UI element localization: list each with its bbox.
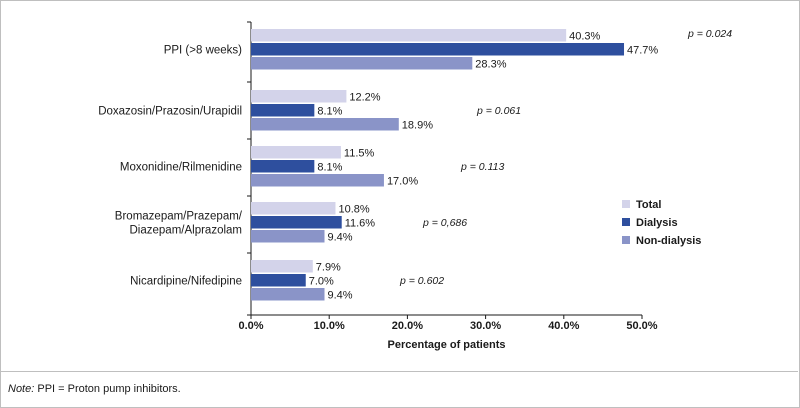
x-tick-label: 30.0% <box>470 320 501 332</box>
x-tick-label: 0.0% <box>238 320 263 332</box>
data-label: 7.0% <box>309 276 334 288</box>
data-label: 7.9% <box>316 262 341 274</box>
data-label: 40.3% <box>569 31 600 43</box>
x-axis-title: Percentage of patients <box>388 339 506 351</box>
data-label: 11.6% <box>345 218 376 230</box>
data-label: 10.8% <box>338 204 369 216</box>
category-label: Bromazepam/Prazepam/ <box>115 210 243 222</box>
data-label: 28.3% <box>475 59 506 71</box>
legend-swatch <box>622 200 630 208</box>
bar-dialysis <box>251 160 315 173</box>
data-label: 11.5% <box>344 148 375 160</box>
data-label: 8.1% <box>317 162 342 174</box>
bar-total <box>251 202 336 215</box>
bar-non-dialysis <box>251 118 399 131</box>
x-tick-label: 10.0% <box>314 320 345 332</box>
data-label: 47.7% <box>627 45 658 57</box>
bar-non-dialysis <box>251 230 325 243</box>
p-value-label: p = 0.113 <box>460 161 504 173</box>
bar-non-dialysis <box>251 174 384 187</box>
bar-dialysis <box>251 104 315 117</box>
note-prefix: Note: <box>8 383 35 395</box>
bar-dialysis <box>251 43 625 56</box>
bar-dialysis <box>251 274 306 287</box>
data-label: 8.1% <box>317 106 342 118</box>
category-label: Diazepam/Alprazolam <box>130 224 243 236</box>
p-value-label: p = 0.602 <box>399 275 444 287</box>
category-label: Moxonidine/Rilmenidine <box>120 161 242 173</box>
category-label: PPI (>8 weeks) <box>164 44 242 56</box>
legend-label: Dialysis <box>636 217 678 229</box>
category-label: Doxazosin/Prazosin/Urapidil <box>98 105 242 117</box>
note-divider <box>0 371 798 372</box>
bar-total <box>251 146 341 159</box>
data-label: 9.4% <box>328 232 353 244</box>
legend-label: Non-dialysis <box>636 235 701 247</box>
legend-swatch <box>622 236 630 244</box>
p-value-label: p = 0,686 <box>422 217 467 229</box>
category-label: Nicardipine/Nifedipine <box>130 275 242 287</box>
p-value-label: p = 0.061 <box>476 105 521 117</box>
bar-total <box>251 90 347 103</box>
note-text: PPI = Proton pump inhibitors. <box>34 383 181 395</box>
legend-label: Total <box>636 199 661 211</box>
figure-note: Note: PPI = Proton pump inhibitors. <box>8 383 181 395</box>
p-value-label: p = 0.024 <box>687 28 732 40</box>
data-label: 18.9% <box>402 120 433 132</box>
bar-dialysis <box>251 216 342 229</box>
x-tick-label: 20.0% <box>392 320 423 332</box>
data-label: 9.4% <box>328 290 353 302</box>
data-label: 12.2% <box>349 92 380 104</box>
data-label: 17.0% <box>387 176 418 188</box>
bar-total <box>251 260 313 273</box>
bar-non-dialysis <box>251 57 473 70</box>
bar-chart: 0.0% 10.0% 20.0% 30.0% 40.0% 50.0% Percentage … <box>98 21 732 351</box>
bar-non-dialysis <box>251 288 325 301</box>
legend-swatch <box>622 218 630 226</box>
bar-total <box>251 29 567 42</box>
x-tick-label: 50.0% <box>626 320 657 332</box>
x-tick-label: 40.0% <box>548 320 579 332</box>
